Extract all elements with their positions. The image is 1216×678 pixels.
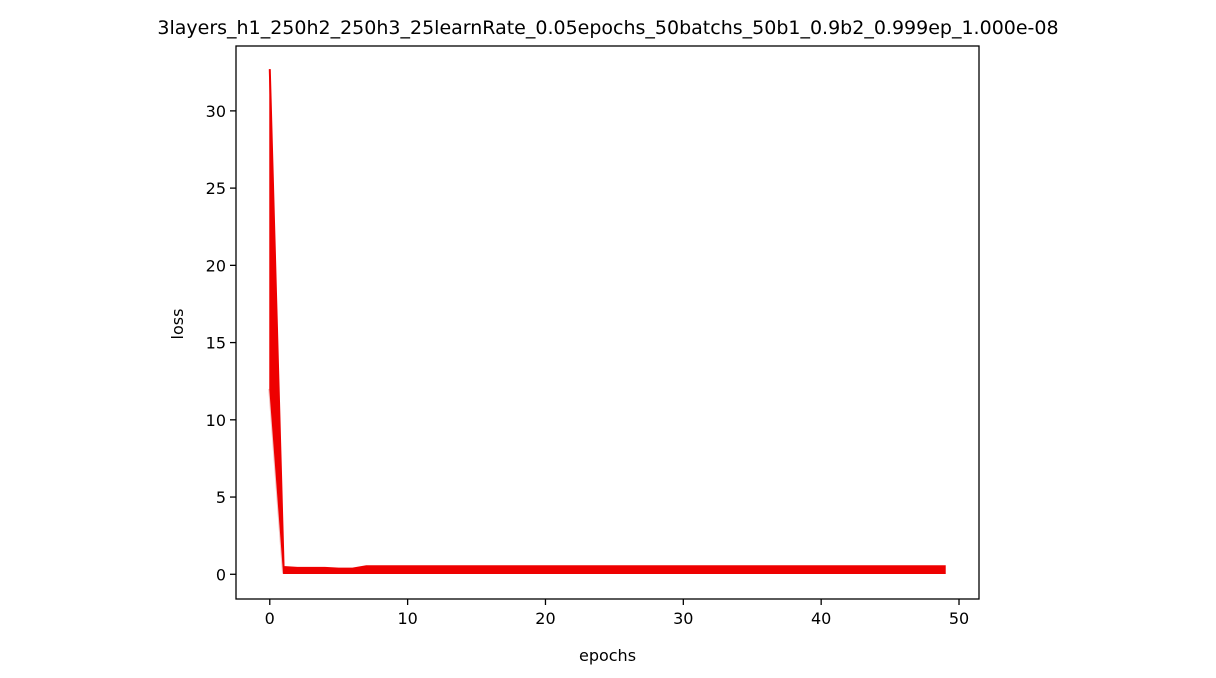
y-tick-label: 0	[216, 565, 226, 584]
axes: 0 10 20 30 40 50 0 5 10 15 20 25 30	[206, 45, 980, 628]
chart-title: 3layers_h1_250h2_250h3_25learnRate_0.05e…	[157, 17, 1058, 39]
y-tick-label: 30	[206, 102, 226, 121]
y-tick-label: 15	[206, 334, 226, 353]
y-tick-label: 25	[206, 179, 226, 198]
x-tick-label: 20	[535, 609, 555, 628]
x-tick-label: 40	[811, 609, 831, 628]
y-axis-label: loss	[168, 309, 187, 340]
x-axis-label: epochs	[579, 646, 636, 665]
x-tick-label: 10	[397, 609, 417, 628]
plot-area	[268, 69, 946, 575]
y-tick-label: 5	[216, 488, 226, 507]
x-tick-label: 50	[949, 609, 969, 628]
loss-spike-trace	[268, 69, 285, 567]
loss-band	[269, 69, 946, 575]
x-tick-label: 0	[265, 609, 275, 628]
plot-frame	[235, 45, 980, 600]
x-tick-label: 30	[673, 609, 693, 628]
y-tick-label: 20	[206, 256, 226, 275]
y-tick-label: 10	[206, 411, 226, 430]
